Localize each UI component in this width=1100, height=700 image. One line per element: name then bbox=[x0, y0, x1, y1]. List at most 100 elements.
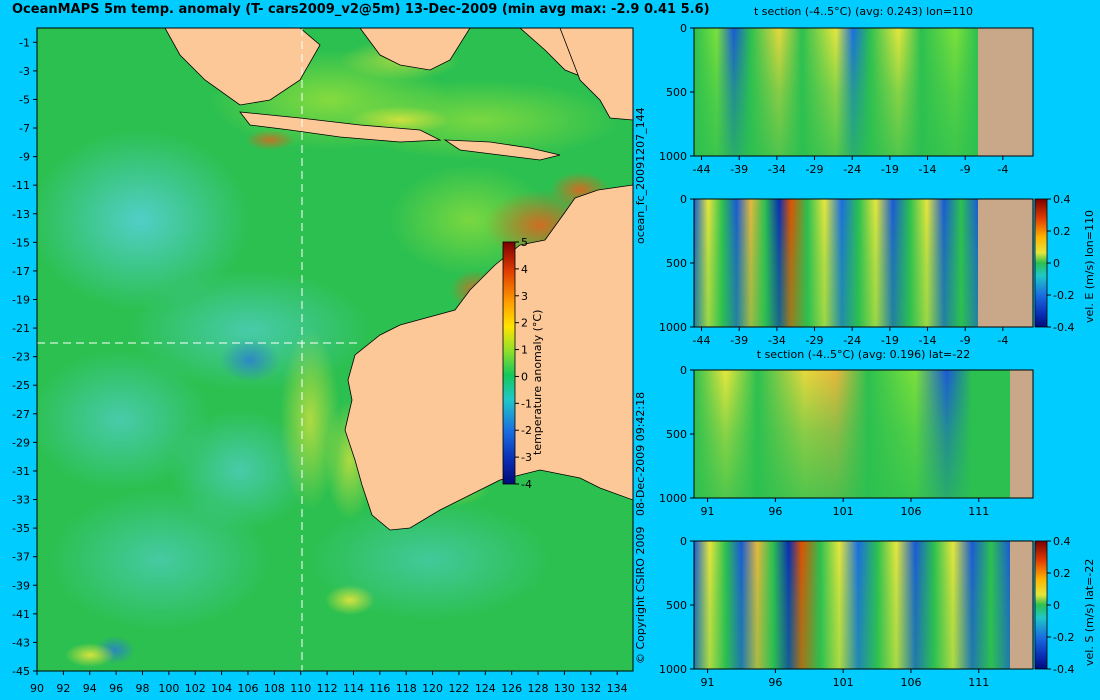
map-x-tick: 126 bbox=[501, 682, 522, 695]
t-section-lat-x-tick: 106 bbox=[900, 505, 921, 518]
map-y-tick: -27 bbox=[12, 408, 30, 421]
borneo-land bbox=[359, 28, 471, 71]
map-x-tick: 96 bbox=[109, 682, 123, 695]
map-colorbar-tick: -1 bbox=[521, 397, 532, 410]
map-colorbar-tick: 0 bbox=[521, 370, 528, 383]
map-frame bbox=[36, 27, 634, 672]
map-x-tick: 112 bbox=[317, 682, 338, 695]
map-x-tick: 114 bbox=[343, 682, 364, 695]
sumatra-land bbox=[164, 28, 321, 106]
vel-e-section-y-tick: 500 bbox=[666, 257, 687, 270]
map-x-tick: 92 bbox=[56, 682, 70, 695]
map-y-axis: -1 -3 -5 -7 -9 -11 -13 -15 -17 -19 -21 -23 -25 -27 -29… bbox=[12, 36, 37, 678]
new-guinea-land bbox=[559, 28, 633, 121]
copyright-label: © Copyright CSIRO 2009 bbox=[634, 526, 647, 664]
vel-s-section-y-tick: 0 bbox=[680, 535, 687, 548]
t-section-lat-x-tick: 111 bbox=[968, 505, 989, 518]
t-section-lon-x-tick: -44 bbox=[693, 163, 711, 176]
t-section-lat-x-tick: 91 bbox=[701, 505, 715, 518]
map-y-tick: -13 bbox=[12, 208, 30, 221]
vel-s-section-y-tick: 1000 bbox=[659, 663, 687, 676]
map-y-tick: -23 bbox=[12, 351, 30, 364]
t-section-lat-y-tick: 0 bbox=[680, 364, 687, 377]
map-y-tick: -21 bbox=[12, 322, 30, 335]
vel-e-section-x-tick: -44 bbox=[693, 334, 711, 347]
vel-e-section-x-tick: -4 bbox=[997, 334, 1008, 347]
australia-land bbox=[344, 184, 633, 531]
t-section-lon-title: t section (-4..5°C) (avg: 0.243) lon=110 bbox=[753, 5, 974, 18]
t-section-lat-x-tick: 101 bbox=[833, 505, 854, 518]
map-x-tick: 106 bbox=[237, 682, 258, 695]
t-section-lon-y-tick: 1000 bbox=[659, 150, 687, 163]
vel-e-section-colorbar-tick: 0.4 bbox=[1053, 193, 1071, 206]
vel-s-section-colorbar-tick: -0.4 bbox=[1053, 663, 1074, 676]
vel-e-section-x-tick: -19 bbox=[881, 334, 899, 347]
vel-e-section-colorbar-tick: 0.2 bbox=[1053, 225, 1071, 238]
forecast-id-label: ocean_fc_20091207_144 bbox=[634, 107, 647, 244]
t-section-lon-x-tick: -24 bbox=[843, 163, 861, 176]
map-x-tick: 120 bbox=[422, 682, 443, 695]
page-title: OceanMAPS 5m temp. anomaly (T- cars2009_… bbox=[12, 2, 710, 17]
map-colorbar-tick: 2 bbox=[521, 317, 528, 330]
vel-s-section-colorbar-tick: 0.4 bbox=[1053, 535, 1071, 548]
vel-e-section-y-tick: 1000 bbox=[659, 321, 687, 334]
t-section-lat-x-tick: 96 bbox=[768, 505, 782, 518]
map-x-tick: 124 bbox=[475, 682, 496, 695]
map-x-tick: 128 bbox=[528, 682, 549, 695]
map-colorbar-tick: 4 bbox=[521, 263, 528, 276]
map-x-tick: 132 bbox=[580, 682, 601, 695]
t-section-lon-x-tick: -19 bbox=[881, 163, 899, 176]
map-x-tick: 104 bbox=[211, 682, 232, 695]
map-x-tick: 110 bbox=[290, 682, 311, 695]
vel-s-section-colorbar-tick: 0 bbox=[1053, 599, 1060, 612]
map-y-tick: -25 bbox=[12, 379, 30, 392]
map-x-tick: 122 bbox=[448, 682, 469, 695]
nusa-tenggara-land bbox=[443, 139, 561, 161]
map-y-tick: -3 bbox=[19, 65, 30, 78]
map-y-tick: -31 bbox=[12, 465, 30, 478]
java-land bbox=[239, 111, 442, 143]
map-x-tick: 116 bbox=[369, 682, 390, 695]
vel-e-colorbar-label: vel. E (m/s) lon=110 bbox=[1083, 210, 1096, 323]
t-section-lat-y-tick: 500 bbox=[666, 428, 687, 441]
vel-e-section-x-tick: -14 bbox=[919, 334, 937, 347]
map-colorbar-tick: -2 bbox=[521, 424, 532, 437]
map-colorbar-tick: 5 bbox=[521, 236, 528, 249]
map-y-tick: -7 bbox=[19, 122, 30, 135]
map-x-tick: 118 bbox=[396, 682, 417, 695]
vel-e-section-colorbar-tick: -0.2 bbox=[1053, 289, 1074, 302]
vel-e-section-x-tick: -9 bbox=[960, 334, 971, 347]
map-y-tick: -43 bbox=[12, 636, 30, 649]
vel-s-section-x-tick: 111 bbox=[968, 676, 989, 689]
map-colorbar-tick: 3 bbox=[521, 290, 528, 303]
seafloor-land bbox=[978, 199, 1033, 327]
vel-e-section-x-tick: -29 bbox=[806, 334, 824, 347]
t-section-lon-y-tick: 0 bbox=[680, 22, 687, 35]
vel-s-section-x-tick: 91 bbox=[701, 676, 715, 689]
map-x-tick: 102 bbox=[185, 682, 206, 695]
map-y-tick: -19 bbox=[12, 293, 30, 306]
map-colorbar-tick: 1 bbox=[521, 344, 528, 357]
map-y-tick: -29 bbox=[12, 436, 30, 449]
map-y-tick: -9 bbox=[19, 151, 30, 164]
map-y-tick: -5 bbox=[19, 93, 30, 106]
vel-s-section-x-tick: 106 bbox=[900, 676, 921, 689]
vel-s-section-colorbar-tick: -0.2 bbox=[1053, 631, 1074, 644]
vel-e-section-x-tick: -24 bbox=[843, 334, 861, 347]
t-section-lon-x-tick: -9 bbox=[960, 163, 971, 176]
map-x-tick: 98 bbox=[135, 682, 149, 695]
vel-s-section-x-tick: 96 bbox=[768, 676, 782, 689]
map-y-tick: -41 bbox=[12, 608, 30, 621]
vel-s-section-panel bbox=[693, 540, 1048, 670]
vel-e-section-x-tick: -39 bbox=[730, 334, 748, 347]
map-x-tick: 100 bbox=[158, 682, 179, 695]
vel-e-section-x-tick: -34 bbox=[768, 334, 786, 347]
map-y-tick: -33 bbox=[12, 494, 30, 507]
vel-s-section-colorbar-tick: 0.2 bbox=[1053, 567, 1071, 580]
map-colorbar-tick: -3 bbox=[521, 451, 532, 464]
vel-s-section-y-tick: 500 bbox=[666, 599, 687, 612]
t-section-lon-x-tick: -34 bbox=[768, 163, 786, 176]
map-x-tick: 108 bbox=[264, 682, 285, 695]
